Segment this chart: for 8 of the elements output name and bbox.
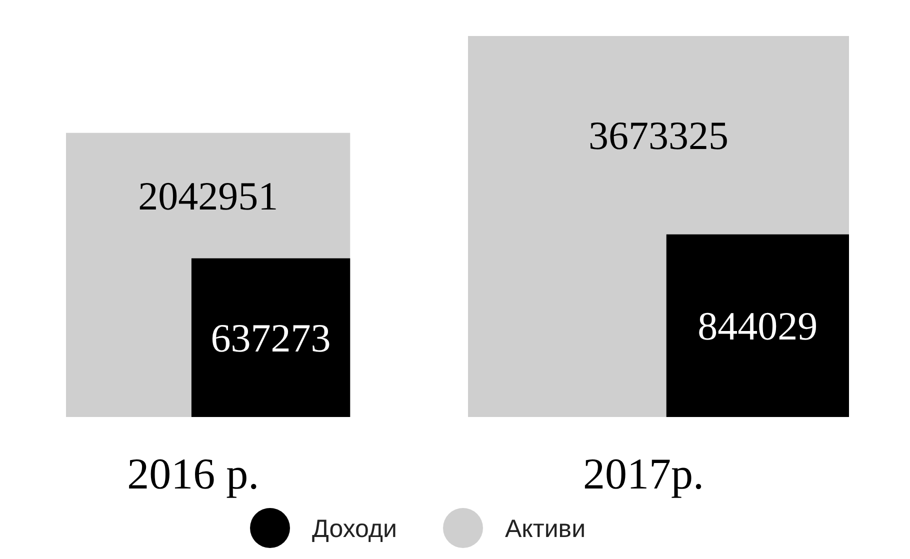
data-label: 2042951 xyxy=(138,174,278,219)
legend-label: Доходи xyxy=(312,514,397,543)
data-label: 3673325 xyxy=(588,113,728,158)
data-label: 637273 xyxy=(210,316,331,361)
category-label: 2016 р. xyxy=(127,449,260,498)
legend-label: Активи xyxy=(505,514,586,543)
data-label: 844029 xyxy=(698,304,818,349)
category-label: 2017р. xyxy=(583,449,704,498)
